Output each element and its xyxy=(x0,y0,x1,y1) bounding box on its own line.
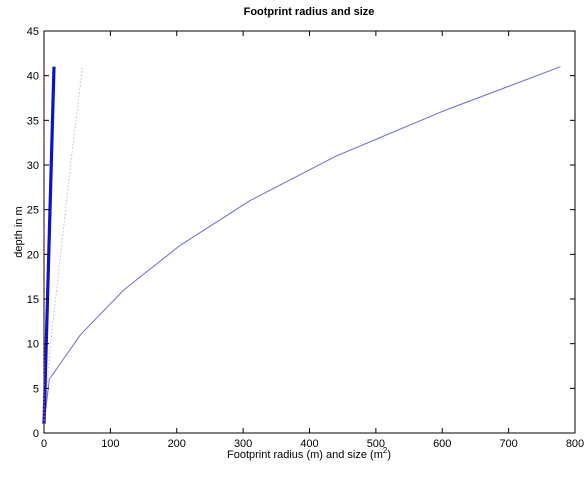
x-axis-label-text: Footprint radius (m) and size (m xyxy=(227,449,383,461)
y-tick-label: 30 xyxy=(27,160,39,172)
series-layer xyxy=(42,66,561,425)
x-tick-label: 400 xyxy=(300,438,318,450)
x-axis-label-superscript: 2 xyxy=(383,446,388,455)
series-line-3 xyxy=(42,66,56,425)
x-tick-label: 0 xyxy=(41,438,47,450)
chart-title: Footprint radius and size xyxy=(244,6,375,18)
x-tick-label: 300 xyxy=(234,438,252,450)
x-axis-label-suffix: ) xyxy=(387,449,391,461)
x-tick-label: 800 xyxy=(566,438,584,450)
y-tick-label: 10 xyxy=(27,339,39,351)
y-axis-label: depth in m xyxy=(13,206,25,257)
x-axis: 0 100 200 300 400 500 600 700 800 xyxy=(41,31,584,450)
y-tick-label: 35 xyxy=(27,115,39,127)
x-tick-label: 600 xyxy=(433,438,451,450)
plot-frame xyxy=(43,30,576,434)
plot-area xyxy=(42,30,576,434)
y-tick-label: 25 xyxy=(27,205,39,217)
series-line-2 xyxy=(43,66,83,425)
series-line-1 xyxy=(43,66,561,425)
x-axis-label: Footprint radius (m) and size (m2) xyxy=(227,446,391,461)
x-tick-label: 500 xyxy=(367,438,385,450)
y-tick-label: 15 xyxy=(27,294,39,306)
y-tick-label: 40 xyxy=(27,71,39,83)
y-tick-label: 5 xyxy=(33,383,39,395)
y-tick-label: 0 xyxy=(33,428,39,440)
x-tick-label: 200 xyxy=(168,438,186,450)
x-tick-label: 100 xyxy=(101,438,119,450)
y-axis: 0 5 10 15 20 25 30 35 40 45 xyxy=(27,26,575,440)
y-tick-label: 45 xyxy=(27,26,39,38)
x-tick-label: 700 xyxy=(499,438,517,450)
y-tick-label: 20 xyxy=(27,249,39,261)
